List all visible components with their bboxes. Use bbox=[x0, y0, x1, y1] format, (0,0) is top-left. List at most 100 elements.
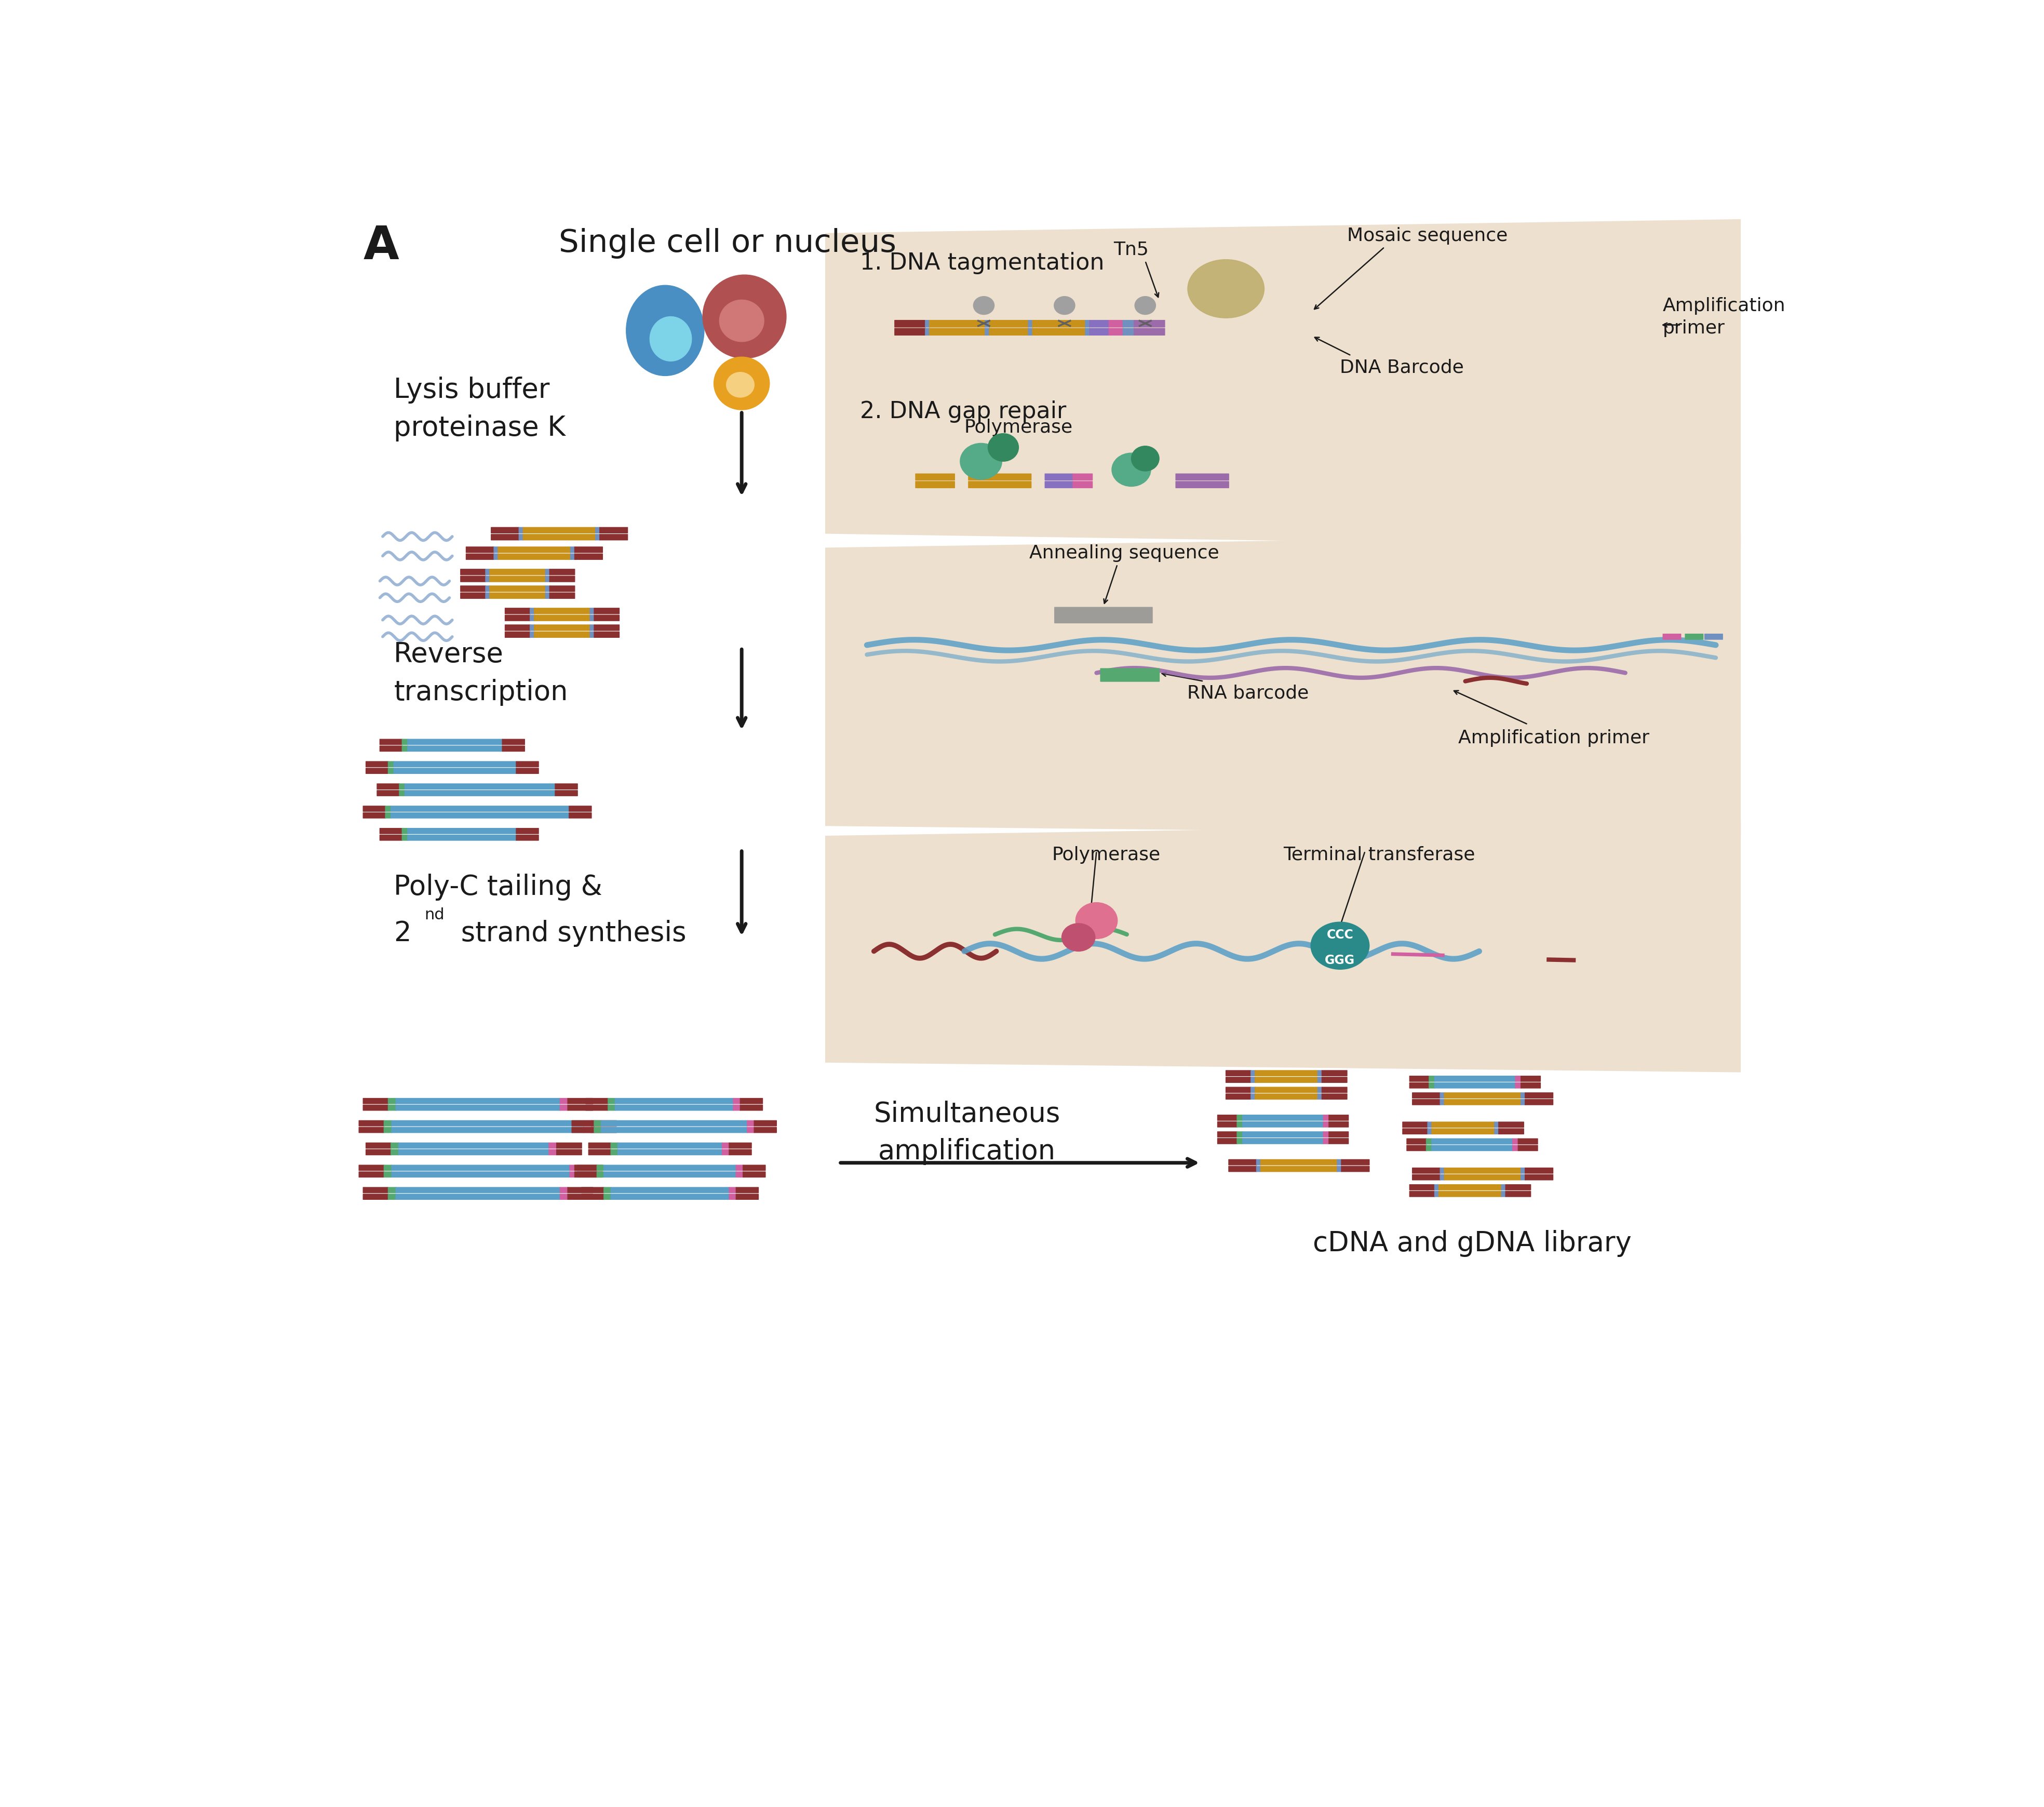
FancyBboxPatch shape bbox=[611, 1142, 617, 1149]
FancyBboxPatch shape bbox=[384, 1128, 392, 1133]
FancyBboxPatch shape bbox=[985, 320, 989, 327]
FancyBboxPatch shape bbox=[1251, 1088, 1255, 1093]
FancyBboxPatch shape bbox=[969, 473, 1032, 481]
FancyBboxPatch shape bbox=[732, 1104, 740, 1111]
FancyBboxPatch shape bbox=[583, 1128, 591, 1133]
Text: strand synthesis: strand synthesis bbox=[452, 920, 687, 947]
FancyBboxPatch shape bbox=[754, 1120, 777, 1126]
FancyBboxPatch shape bbox=[611, 1194, 730, 1200]
FancyBboxPatch shape bbox=[722, 1142, 730, 1149]
Text: Annealing sequence: Annealing sequence bbox=[1028, 544, 1218, 562]
FancyBboxPatch shape bbox=[1439, 1184, 1502, 1191]
FancyBboxPatch shape bbox=[380, 746, 403, 752]
FancyBboxPatch shape bbox=[1504, 1191, 1531, 1198]
FancyBboxPatch shape bbox=[1044, 481, 1073, 488]
FancyBboxPatch shape bbox=[570, 553, 574, 560]
FancyBboxPatch shape bbox=[574, 1171, 597, 1178]
FancyBboxPatch shape bbox=[501, 746, 525, 752]
FancyBboxPatch shape bbox=[597, 1166, 605, 1171]
FancyBboxPatch shape bbox=[384, 813, 390, 819]
FancyBboxPatch shape bbox=[489, 569, 546, 576]
FancyBboxPatch shape bbox=[401, 739, 409, 744]
FancyBboxPatch shape bbox=[1513, 1146, 1519, 1151]
FancyBboxPatch shape bbox=[460, 593, 486, 600]
FancyBboxPatch shape bbox=[1439, 1175, 1445, 1180]
FancyBboxPatch shape bbox=[989, 320, 1028, 327]
FancyBboxPatch shape bbox=[754, 1128, 777, 1133]
FancyBboxPatch shape bbox=[560, 1187, 568, 1193]
Polygon shape bbox=[826, 822, 1739, 1073]
FancyBboxPatch shape bbox=[1044, 473, 1073, 481]
FancyBboxPatch shape bbox=[515, 761, 540, 768]
FancyBboxPatch shape bbox=[1320, 1070, 1347, 1077]
FancyBboxPatch shape bbox=[1521, 1099, 1525, 1106]
FancyBboxPatch shape bbox=[388, 1187, 397, 1193]
Ellipse shape bbox=[1075, 903, 1118, 940]
FancyBboxPatch shape bbox=[1224, 1077, 1251, 1082]
FancyBboxPatch shape bbox=[924, 329, 930, 336]
FancyBboxPatch shape bbox=[603, 1194, 611, 1200]
FancyBboxPatch shape bbox=[1255, 1070, 1318, 1077]
FancyBboxPatch shape bbox=[1243, 1122, 1322, 1128]
FancyBboxPatch shape bbox=[1055, 607, 1153, 623]
FancyBboxPatch shape bbox=[574, 548, 603, 553]
FancyBboxPatch shape bbox=[1255, 1160, 1261, 1166]
FancyBboxPatch shape bbox=[1028, 320, 1032, 327]
FancyBboxPatch shape bbox=[366, 768, 388, 773]
FancyBboxPatch shape bbox=[576, 1171, 603, 1178]
Text: RNA barcode: RNA barcode bbox=[1188, 685, 1308, 701]
FancyBboxPatch shape bbox=[597, 1171, 605, 1178]
FancyBboxPatch shape bbox=[394, 1194, 560, 1200]
FancyBboxPatch shape bbox=[554, 790, 578, 797]
FancyBboxPatch shape bbox=[460, 569, 486, 576]
FancyBboxPatch shape bbox=[491, 535, 519, 540]
FancyBboxPatch shape bbox=[366, 1149, 390, 1155]
Text: 2. DNA gap repair: 2. DNA gap repair bbox=[861, 401, 1067, 423]
FancyBboxPatch shape bbox=[599, 535, 628, 540]
FancyBboxPatch shape bbox=[1412, 1099, 1441, 1106]
FancyBboxPatch shape bbox=[1443, 1175, 1521, 1180]
Ellipse shape bbox=[1134, 296, 1155, 314]
FancyBboxPatch shape bbox=[1073, 481, 1091, 488]
FancyBboxPatch shape bbox=[1329, 1138, 1349, 1144]
FancyBboxPatch shape bbox=[505, 632, 531, 638]
FancyBboxPatch shape bbox=[1406, 1146, 1427, 1151]
FancyBboxPatch shape bbox=[740, 1099, 762, 1104]
FancyBboxPatch shape bbox=[546, 576, 550, 582]
FancyBboxPatch shape bbox=[380, 828, 403, 835]
FancyBboxPatch shape bbox=[1425, 1138, 1433, 1144]
FancyBboxPatch shape bbox=[1517, 1138, 1537, 1144]
FancyBboxPatch shape bbox=[1228, 1166, 1257, 1173]
FancyBboxPatch shape bbox=[615, 1104, 734, 1111]
FancyBboxPatch shape bbox=[1329, 1122, 1349, 1128]
FancyBboxPatch shape bbox=[388, 1104, 397, 1111]
FancyBboxPatch shape bbox=[515, 828, 540, 835]
FancyBboxPatch shape bbox=[591, 1120, 617, 1126]
FancyBboxPatch shape bbox=[924, 320, 930, 327]
FancyBboxPatch shape bbox=[1427, 1129, 1433, 1135]
FancyBboxPatch shape bbox=[362, 1104, 388, 1111]
FancyBboxPatch shape bbox=[489, 593, 546, 600]
FancyBboxPatch shape bbox=[728, 1194, 736, 1200]
FancyBboxPatch shape bbox=[607, 1104, 615, 1111]
FancyBboxPatch shape bbox=[1408, 1075, 1429, 1082]
FancyBboxPatch shape bbox=[576, 1166, 603, 1171]
FancyBboxPatch shape bbox=[484, 569, 491, 576]
FancyBboxPatch shape bbox=[505, 614, 531, 622]
Text: GGG: GGG bbox=[1325, 954, 1355, 967]
FancyBboxPatch shape bbox=[742, 1171, 766, 1178]
FancyBboxPatch shape bbox=[1408, 1082, 1429, 1088]
FancyBboxPatch shape bbox=[1431, 1129, 1494, 1135]
FancyBboxPatch shape bbox=[611, 1149, 617, 1155]
Text: 2: 2 bbox=[394, 920, 411, 947]
FancyBboxPatch shape bbox=[1122, 329, 1134, 336]
Text: nd: nd bbox=[425, 907, 444, 922]
FancyBboxPatch shape bbox=[1662, 634, 1680, 640]
FancyBboxPatch shape bbox=[570, 548, 574, 553]
FancyBboxPatch shape bbox=[1085, 329, 1089, 336]
Text: 1. DNA tagmentation: 1. DNA tagmentation bbox=[861, 251, 1104, 275]
FancyBboxPatch shape bbox=[405, 784, 556, 790]
FancyBboxPatch shape bbox=[1322, 1138, 1329, 1144]
FancyBboxPatch shape bbox=[601, 1128, 748, 1133]
FancyBboxPatch shape bbox=[460, 585, 486, 593]
